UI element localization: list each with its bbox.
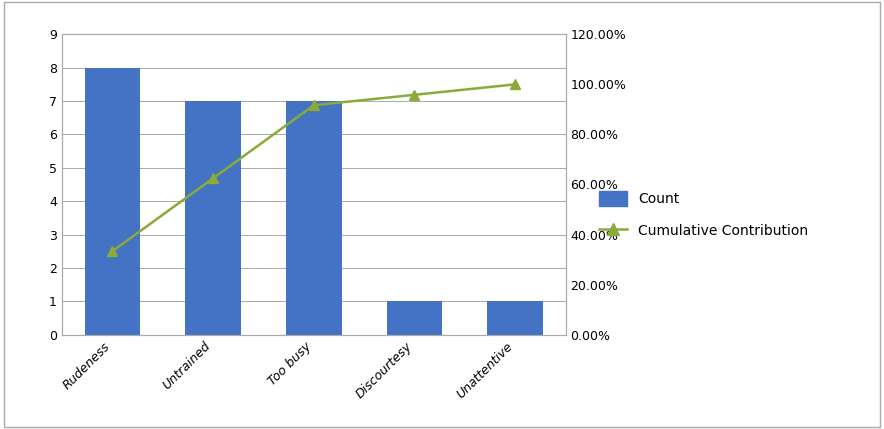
- Bar: [387, 301, 442, 335]
- Bar: [85, 68, 141, 335]
- Legend: Count, Cumulative Contribution: Count, Cumulative Contribution: [599, 191, 808, 238]
- Bar: [286, 101, 341, 335]
- Bar: [186, 101, 240, 335]
- Bar: [487, 301, 543, 335]
